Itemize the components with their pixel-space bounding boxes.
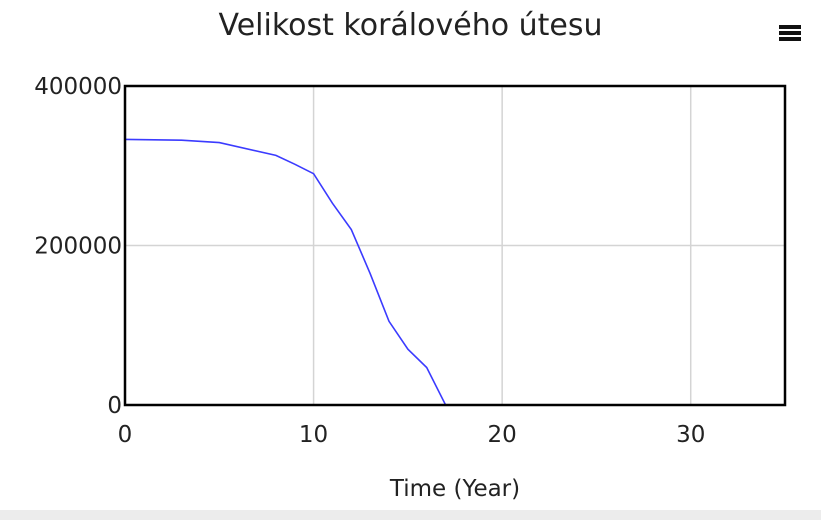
x-axis-tick-labels: 0 10 20 30 [118,422,706,448]
x-tick-label: 30 [676,422,705,448]
series-layer [124,138,785,406]
x-tick-label: 10 [299,422,328,448]
y-tick-label: 200000 [34,234,122,260]
x-tick-label: 20 [488,422,517,448]
plot-frame [123,84,787,407]
footer-bar [0,510,821,520]
chart-title: Velikost korálového útesu [218,8,603,43]
hamburger-menu-icon[interactable] [776,18,806,48]
x-tick-label: 0 [118,422,133,448]
series-line-0 [124,138,785,406]
grid-lines [124,85,785,406]
y-axis-tick-labels: 0 200000 400000 [34,74,122,419]
x-axis-label: Time (Year) [389,476,520,502]
y-tick-label: 400000 [34,74,122,100]
y-tick-label: 0 [107,393,122,419]
